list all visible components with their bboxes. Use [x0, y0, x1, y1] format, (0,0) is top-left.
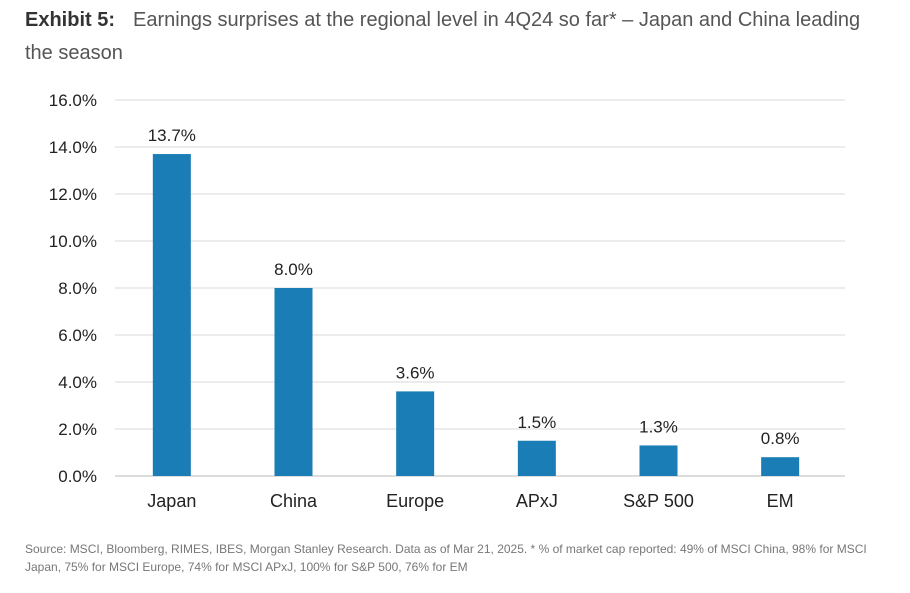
bar-japan	[152, 154, 191, 477]
x-tick-label: S&P 500	[623, 491, 694, 511]
y-tick-label: 8.0%	[58, 279, 97, 298]
bar-europe	[396, 391, 435, 476]
x-tick-label: China	[270, 491, 318, 511]
x-tick-label: Europe	[386, 491, 444, 511]
bar-s-p-500	[639, 445, 678, 476]
bar-em	[761, 457, 800, 476]
bar-apxj	[517, 440, 556, 476]
x-tick-label: Japan	[147, 491, 196, 511]
data-label: 1.5%	[517, 413, 556, 432]
exhibit-label: Exhibit 5:	[25, 9, 116, 31]
chart-title: Exhibit 5: Earnings surprises at the regi…	[25, 4, 885, 70]
y-tick-label: 12.0%	[49, 185, 97, 204]
data-label: 0.8%	[761, 429, 800, 448]
bar-china	[274, 288, 313, 476]
title-text: Earnings surprises at the regional level…	[25, 9, 861, 64]
data-label: 1.3%	[639, 417, 678, 436]
bar-chart: 0.0% 2.0% 4.0% 6.0% 8.0% 10.0% 12.0% 14.0% 16.0%…	[49, 91, 845, 511]
y-tick-label: 10.0%	[49, 232, 97, 251]
y-tick-label: 0.0%	[58, 467, 97, 486]
x-tick-label: APxJ	[516, 491, 558, 511]
y-tick-label: 2.0%	[58, 420, 97, 439]
y-tick-label: 16.0%	[49, 91, 97, 110]
data-label: 8.0%	[274, 260, 313, 279]
y-tick-label: 14.0%	[49, 138, 97, 157]
x-tick-label: EM	[767, 491, 794, 511]
y-tick-label: 6.0%	[58, 326, 97, 345]
data-label: 3.6%	[396, 363, 435, 382]
data-label: 13.7%	[148, 126, 196, 145]
y-tick-label: 4.0%	[58, 373, 97, 392]
source-note: Source: MSCI, Bloomberg, RIMES, IBES, Mo…	[25, 542, 867, 574]
